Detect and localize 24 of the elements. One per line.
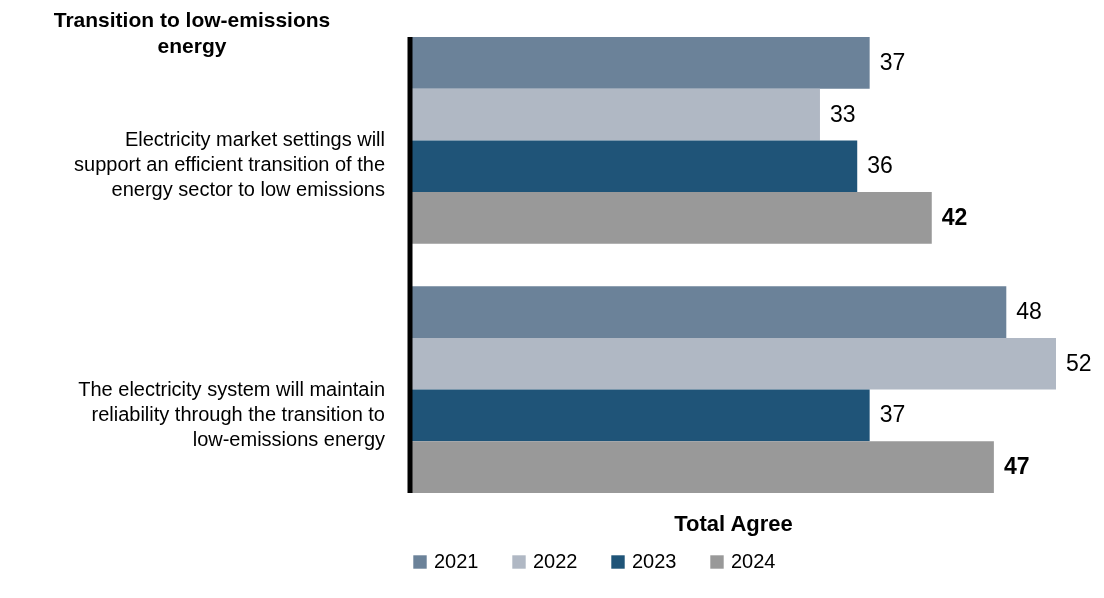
data-label: 37	[879, 48, 906, 75]
y-tick-label: Electricity market settings will support an efficient transition of the energy sector to low emissions	[74, 128, 385, 201]
data-label: 48	[1016, 298, 1042, 325]
legend-label: 2024	[731, 550, 776, 572]
legend-label: 2023	[632, 550, 677, 572]
bar	[410, 337, 1056, 390]
data-label: 36	[867, 152, 893, 179]
legend-label: 2021	[434, 550, 479, 572]
data-label: 33	[829, 100, 856, 127]
y-tick-label: The electricity system will maintain reliability through the transition to low-emissions energy	[78, 377, 385, 450]
data-label: 37	[879, 401, 906, 428]
bar	[410, 389, 870, 442]
legend-label: 2022	[533, 550, 578, 572]
x-axis-title: Total Agree	[674, 510, 793, 536]
text: Transition to low-emissions energy	[53, 8, 331, 57]
bar	[410, 441, 994, 493]
bar	[410, 88, 820, 141]
bar	[410, 286, 1007, 338]
bar	[410, 192, 932, 244]
data-label: 52	[1066, 349, 1092, 376]
bar	[410, 140, 858, 193]
data-label: 42	[941, 203, 968, 230]
bar	[410, 37, 870, 89]
data-label: 47	[1003, 453, 1030, 480]
